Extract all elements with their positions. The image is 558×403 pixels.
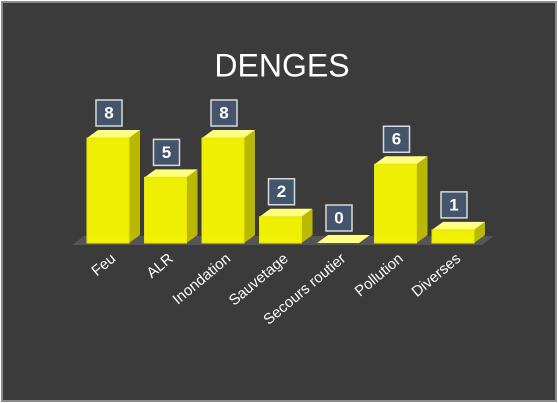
bar — [201, 137, 245, 244]
data-label-box — [152, 138, 181, 167]
data-label-box — [382, 125, 411, 153]
data-label-box — [267, 178, 296, 206]
data-label: 0 — [334, 208, 343, 227]
bar-top — [202, 130, 255, 138]
bar — [374, 163, 417, 244]
bar-side — [244, 130, 255, 243]
bar-top — [317, 235, 370, 243]
data-label-box — [210, 99, 238, 127]
bar-top — [432, 221, 485, 230]
bar-top — [259, 208, 313, 217]
bar — [431, 229, 475, 244]
data-label: 8 — [104, 103, 113, 122]
bar-top — [374, 156, 428, 165]
data-label: 2 — [277, 182, 286, 201]
data-label: 6 — [392, 130, 401, 149]
bar-side — [416, 156, 428, 243]
bar-side — [186, 169, 198, 243]
bar-side — [474, 221, 485, 243]
data-label: 8 — [219, 103, 228, 122]
data-label-box — [440, 191, 468, 219]
bar-top — [144, 169, 198, 178]
data-label: 1 — [449, 195, 458, 214]
bar — [144, 176, 187, 244]
bar-side — [129, 130, 140, 243]
data-label: 5 — [162, 143, 171, 162]
data-label-box — [95, 99, 123, 127]
data-label-box — [325, 204, 353, 232]
bar — [86, 137, 130, 244]
bar — [259, 216, 302, 244]
bar-side — [301, 208, 313, 243]
bar-top — [87, 130, 140, 138]
chart-title: DENGES — [214, 47, 349, 83]
